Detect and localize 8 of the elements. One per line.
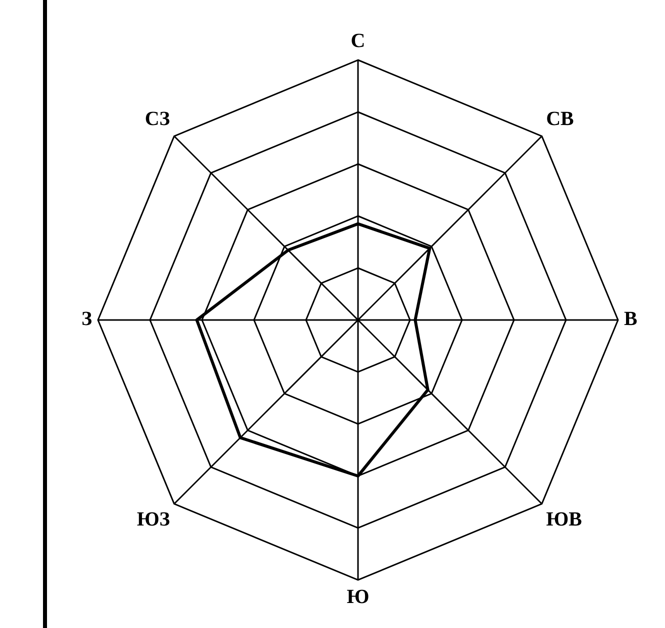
spoke-label: В bbox=[624, 308, 638, 330]
spoke-label: ЮЗ bbox=[136, 508, 170, 530]
spoke-label: ЮВ bbox=[546, 508, 582, 530]
spoke-label: З bbox=[81, 308, 92, 330]
spoke-label: СЗ bbox=[144, 108, 170, 130]
spoke-label: Ю bbox=[346, 586, 370, 608]
spoke-label: С bbox=[350, 30, 366, 52]
spoke-label: СВ bbox=[546, 108, 574, 130]
